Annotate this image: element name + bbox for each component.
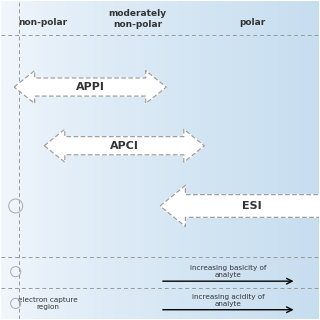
Text: APCI: APCI bbox=[110, 141, 139, 151]
Polygon shape bbox=[44, 129, 204, 162]
Text: moderately
non-polar: moderately non-polar bbox=[109, 9, 167, 28]
Text: increasing acidity of
analyte: increasing acidity of analyte bbox=[192, 294, 265, 307]
Text: polar: polar bbox=[239, 18, 265, 27]
Text: non-polar: non-polar bbox=[18, 18, 67, 27]
Text: ESI: ESI bbox=[242, 201, 262, 211]
Polygon shape bbox=[160, 185, 320, 227]
Text: electron capture
region: electron capture region bbox=[18, 297, 77, 310]
Polygon shape bbox=[14, 70, 166, 104]
Text: APPI: APPI bbox=[76, 82, 105, 92]
Text: increasing basicity of
analyte: increasing basicity of analyte bbox=[190, 265, 266, 278]
